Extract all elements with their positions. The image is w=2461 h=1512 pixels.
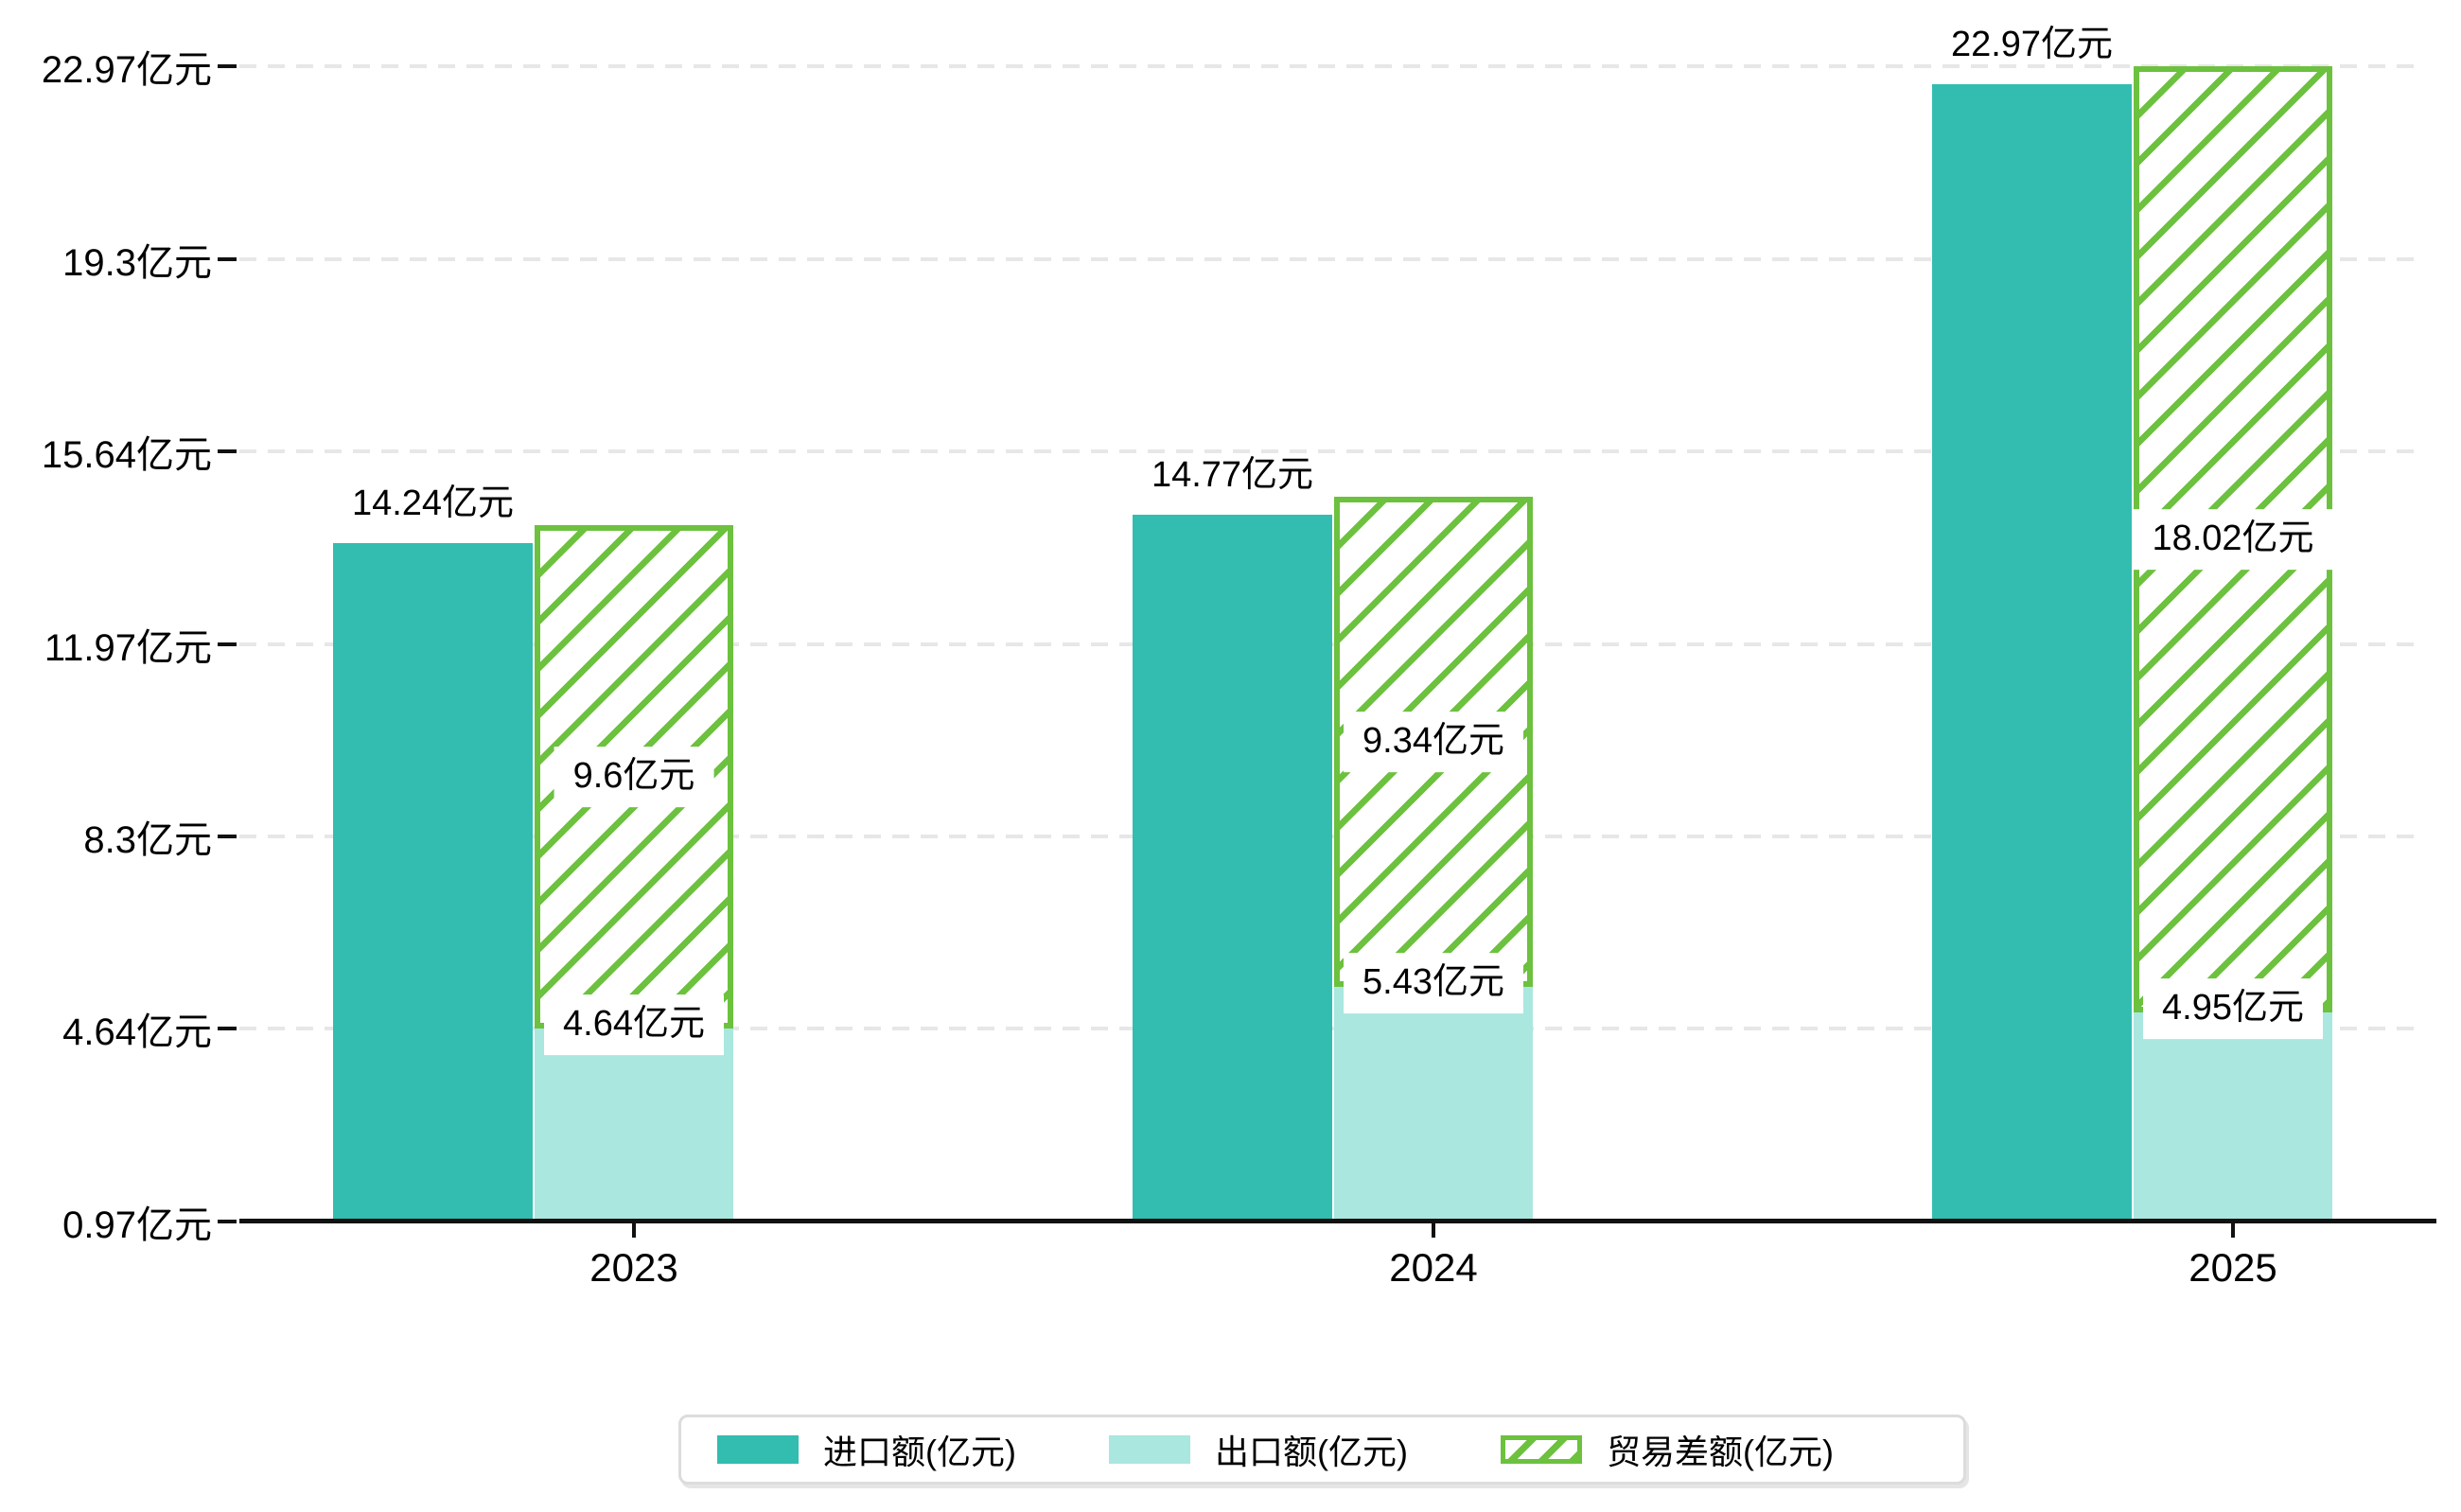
label-import-2024: 14.77亿元 xyxy=(1151,455,1314,496)
y-axis-tick xyxy=(218,448,237,453)
y-axis-tick-label: 22.97亿元 xyxy=(41,49,212,91)
label-import-2023: 14.24亿元 xyxy=(351,483,515,523)
gridline xyxy=(239,64,2422,68)
x-axis-category-label: 2023 xyxy=(589,1245,678,1290)
bar-import-2023 xyxy=(333,542,533,1219)
x-axis-line xyxy=(239,1219,2436,1223)
y-axis-tick-label: 0.97亿元 xyxy=(62,1204,212,1246)
y-axis-tick-label: 11.97亿元 xyxy=(44,626,212,669)
x-axis-tick xyxy=(632,1223,636,1238)
legend-item-import: 进口额(亿元) xyxy=(717,1425,1016,1474)
legend-swatch-difference xyxy=(1500,1435,1582,1464)
legend-label-import: 进口额(亿元) xyxy=(823,1433,1016,1471)
gridline xyxy=(239,256,2422,261)
y-axis-tick xyxy=(218,1027,237,1031)
legend-swatch-export xyxy=(1108,1435,1190,1464)
bar-export-2023 xyxy=(535,1029,733,1219)
label-import-2025: 22.97亿元 xyxy=(1950,25,2114,65)
label-difference-2025: 18.02亿元 xyxy=(2133,509,2333,570)
y-axis-tick-label: 8.3亿元 xyxy=(83,819,212,862)
legend: 进口额(亿元) 出口额(亿元) 贸易差额(亿元) xyxy=(678,1415,1966,1485)
y-axis-tick xyxy=(218,835,237,839)
y-axis-tick-label: 4.64亿元 xyxy=(62,1011,212,1054)
label-export-2023: 4.64亿元 xyxy=(544,994,724,1056)
y-axis-tick xyxy=(218,642,237,646)
y-axis-tick-label: 19.3亿元 xyxy=(62,241,212,284)
label-difference-2023: 9.6亿元 xyxy=(554,747,714,807)
y-axis-tick xyxy=(218,64,237,68)
x-axis-tick xyxy=(2231,1223,2235,1238)
legend-label-difference: 贸易差额(亿元) xyxy=(1606,1433,1834,1471)
label-export-2024: 5.43亿元 xyxy=(1344,953,1523,1014)
legend-item-difference: 贸易差额(亿元) xyxy=(1500,1425,1834,1474)
x-axis-tick xyxy=(1432,1223,1435,1238)
bar-import-2024 xyxy=(1133,515,1332,1219)
legend-item-export: 出口额(亿元) xyxy=(1108,1425,1408,1474)
x-axis-category-label: 2024 xyxy=(1389,1245,1478,1290)
bar-import-2025 xyxy=(1932,84,2132,1219)
x-axis-category-label: 2025 xyxy=(2189,1245,2277,1290)
legend-swatch-import xyxy=(717,1435,799,1464)
label-export-2025: 4.95亿元 xyxy=(2143,978,2323,1039)
y-axis-tick-label: 15.64亿元 xyxy=(41,433,212,476)
gridline xyxy=(239,448,2422,453)
bar-export-2025 xyxy=(2134,1012,2332,1219)
y-axis-tick xyxy=(218,1220,237,1223)
bar-export-2024 xyxy=(1334,987,1533,1219)
y-axis-tick xyxy=(218,256,237,261)
label-difference-2024: 9.34亿元 xyxy=(1344,712,1523,773)
legend-label-export: 出口额(亿元) xyxy=(1214,1433,1408,1471)
